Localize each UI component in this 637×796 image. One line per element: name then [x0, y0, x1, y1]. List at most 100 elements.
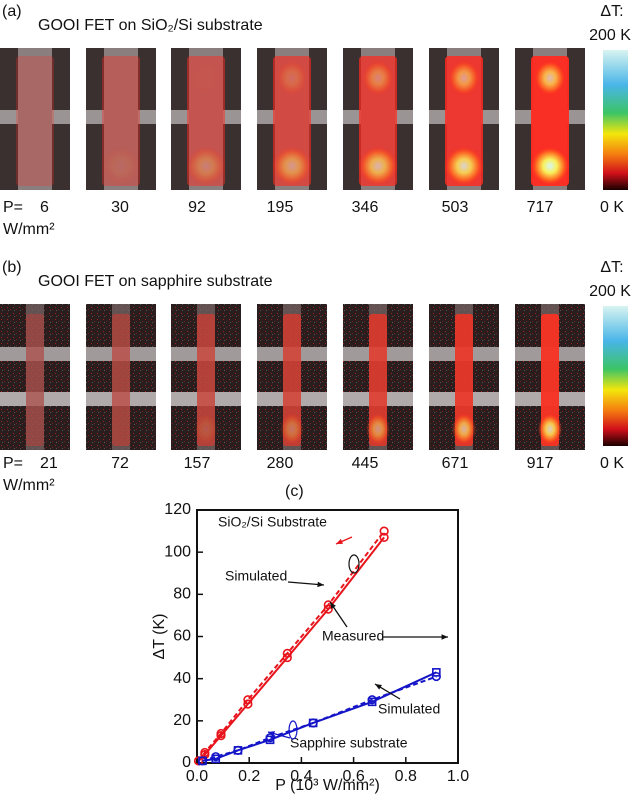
y-tick-label: 100	[164, 543, 191, 560]
power-unit: W/mm²	[3, 477, 55, 494]
heat	[541, 314, 559, 446]
series-marker-ellipse	[288, 720, 298, 740]
hot-spot	[452, 413, 476, 445]
annotation: Measured	[322, 628, 384, 644]
hot-spot	[448, 60, 480, 96]
x-tick-label: 0.4	[290, 768, 312, 785]
y-tick-label: 20	[173, 712, 191, 729]
y-tick-label: 0	[182, 754, 191, 771]
hot-spot	[538, 413, 562, 445]
power-value: 503	[442, 199, 469, 216]
power-value: 917	[527, 455, 554, 472]
y-tick-label: 60	[173, 628, 191, 645]
arrow-head	[336, 538, 343, 544]
x-tick-label: 0.2	[238, 768, 260, 785]
annotation: Simulated	[225, 568, 287, 584]
heat	[112, 314, 130, 446]
heat	[283, 314, 301, 446]
heat	[197, 314, 215, 446]
power-value: 157	[184, 455, 211, 472]
colorbar-max: 200 K	[589, 27, 631, 44]
power-value: 72	[111, 455, 129, 472]
arrow-head	[375, 684, 382, 690]
colorbar-min: 0 K	[600, 455, 624, 472]
hot-spot	[366, 413, 390, 445]
hot-spot	[280, 413, 304, 445]
x-axis-title: P (10³ W/mm²)	[275, 777, 380, 794]
arrow-head	[317, 581, 324, 588]
annotation: Sapphire substrate	[290, 735, 408, 751]
series-line	[202, 675, 437, 762]
channel	[112, 304, 130, 450]
power-value: 445	[352, 455, 379, 472]
data-point	[432, 668, 441, 677]
power-value: 21	[40, 455, 58, 472]
power-value: 280	[267, 455, 294, 472]
hot-spot	[362, 60, 394, 96]
data-point	[265, 735, 275, 745]
colorbar	[603, 50, 628, 190]
power-value: 346	[352, 199, 379, 216]
data-point	[243, 699, 253, 709]
panel-label: (a)	[2, 3, 22, 20]
thermal-image	[171, 304, 241, 450]
thermal-image	[343, 304, 413, 450]
hot-spot	[530, 146, 570, 186]
hot-spot	[534, 60, 566, 96]
hot-spot	[444, 146, 484, 186]
thermal-image	[0, 48, 70, 190]
hot-spot	[272, 146, 312, 186]
hot-spot	[358, 146, 398, 186]
power-value: 92	[188, 199, 206, 216]
hot-spot	[101, 146, 141, 186]
colorbar-max: 200 K	[589, 283, 631, 300]
x-tick-label: 0.6	[342, 768, 364, 785]
thermal-image	[343, 48, 413, 190]
power-value: 195	[267, 199, 294, 216]
data-point	[216, 730, 226, 741]
hot-spot	[186, 146, 226, 186]
y-tick-label: 120	[164, 501, 191, 518]
thermal-panels: (a) GOOI FET on SiO₂/Si substrate 6 30 92 195…	[0, 3, 631, 494]
series-marker-ellipse	[348, 554, 360, 574]
power-value: 6	[40, 199, 49, 216]
hot-spot	[194, 413, 218, 445]
heat	[26, 314, 44, 446]
channel	[18, 48, 52, 190]
series-line	[197, 536, 385, 762]
data-point	[308, 718, 318, 728]
chart-c: (c) 0 20 40 60 80 100 120 0.0 0.2 0.4 0.6 0.8 1.0 P (1…	[151, 483, 469, 794]
heat	[369, 314, 387, 446]
thermal-image	[86, 304, 156, 450]
thermal-image	[515, 304, 585, 450]
plot-frame	[196, 509, 459, 764]
thermal-image	[0, 304, 70, 450]
x-tick-label: 0.8	[395, 768, 417, 785]
channel	[26, 304, 44, 450]
y-axis-title: ΔT (K)	[151, 614, 168, 660]
colorbar-label: ΔT:	[600, 259, 623, 276]
data-point	[367, 697, 377, 707]
thermal-image	[257, 304, 327, 450]
data-point	[379, 532, 389, 543]
arrow-head	[268, 731, 275, 737]
data-point	[233, 746, 243, 755]
colorbar-label: ΔT:	[600, 3, 623, 20]
heat	[16, 56, 54, 186]
data-point	[379, 526, 389, 536]
y-tick-label: 40	[173, 670, 191, 687]
thermal-image	[515, 48, 585, 190]
data-point	[282, 652, 292, 663]
heat	[455, 314, 473, 446]
hot-spot	[276, 60, 308, 96]
power-prefix: P=	[3, 199, 23, 216]
series-line	[197, 530, 385, 762]
colorbar	[603, 306, 628, 446]
power-value: 671	[442, 455, 469, 472]
panel-title: GOOI FET on sapphire substrate	[38, 273, 273, 290]
power-value: 30	[111, 199, 129, 216]
hot-spot	[190, 60, 222, 96]
power-value: 717	[527, 199, 554, 216]
data-point	[198, 756, 207, 766]
